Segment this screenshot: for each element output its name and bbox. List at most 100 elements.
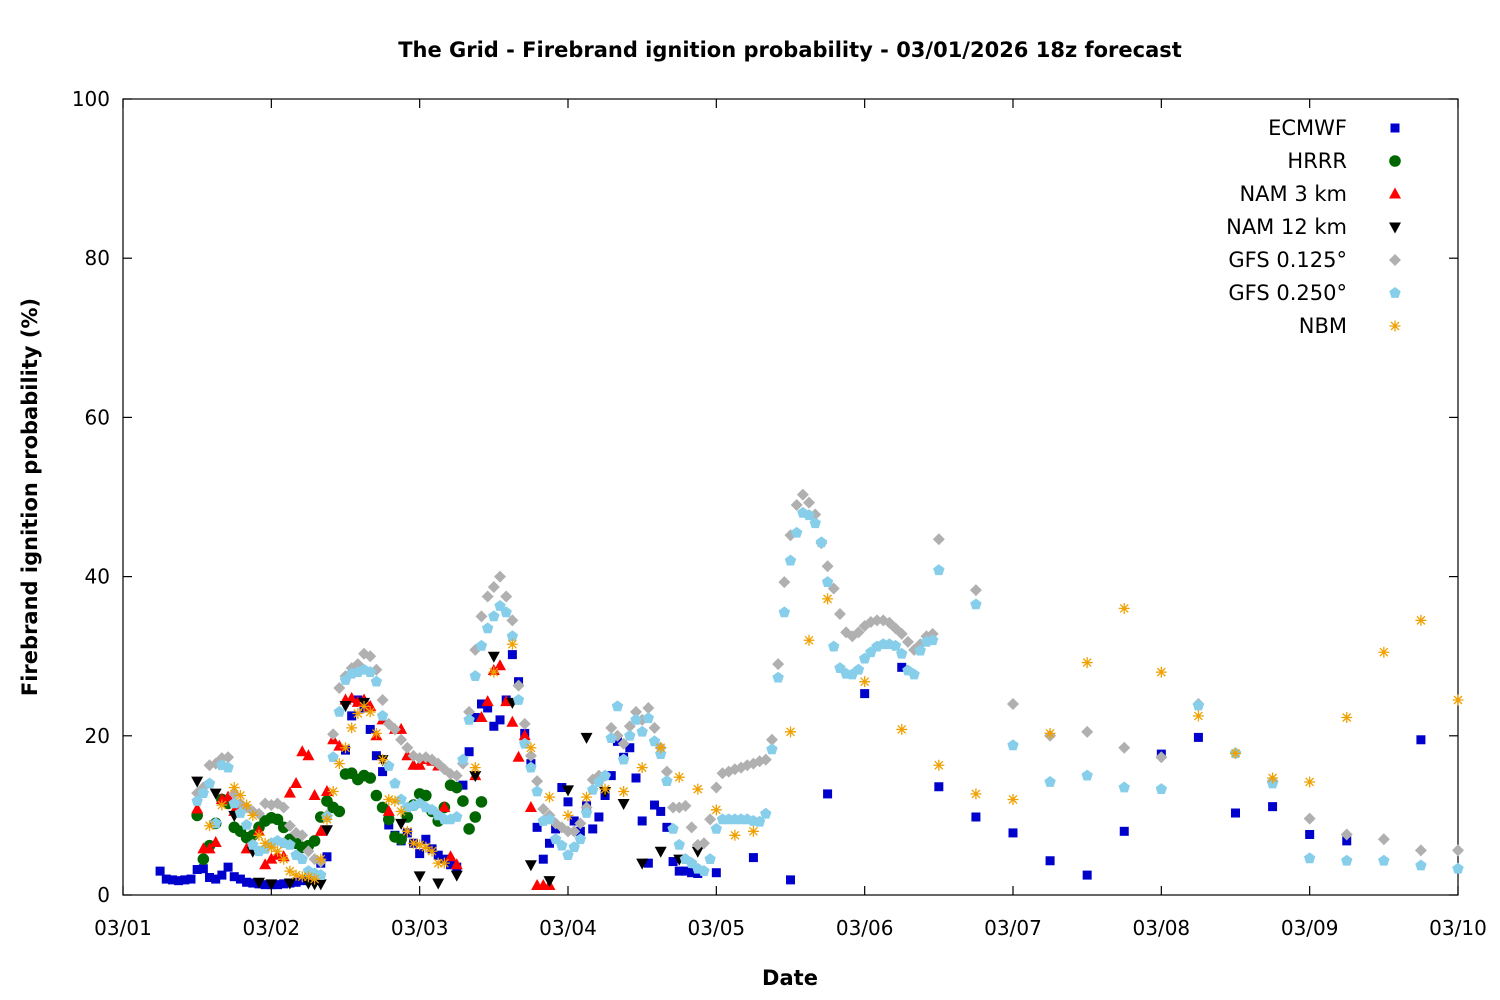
data-point	[197, 853, 210, 865]
data-point	[489, 721, 499, 731]
data-point	[648, 721, 661, 734]
data-point	[908, 668, 920, 680]
data-point	[347, 711, 357, 721]
data-point	[1414, 844, 1427, 857]
data-point	[1118, 781, 1130, 793]
data-point	[895, 627, 908, 640]
data-point	[327, 786, 339, 798]
data-point	[315, 853, 327, 865]
data-point	[283, 786, 296, 798]
legend-label: ECMWF	[1268, 116, 1347, 140]
data-point	[450, 781, 463, 794]
data-point	[933, 759, 945, 771]
data-point	[655, 742, 667, 754]
data-point	[896, 723, 908, 735]
data-point	[605, 732, 617, 744]
data-point	[765, 733, 778, 746]
data-point	[420, 789, 432, 802]
data-point	[747, 825, 759, 837]
data-point	[235, 874, 245, 884]
data-point	[1081, 657, 1093, 669]
data-point	[389, 777, 401, 789]
legend-marker	[1390, 123, 1400, 133]
data-point	[376, 709, 389, 721]
data-point	[296, 871, 308, 883]
data-point	[896, 647, 908, 659]
data-point	[538, 854, 548, 864]
data-point	[914, 644, 926, 656]
data-point	[1377, 833, 1390, 846]
data-point	[414, 839, 426, 851]
data-point	[711, 868, 721, 878]
y-tick-label: 60	[85, 405, 110, 429]
data-point	[209, 835, 222, 847]
data-point	[389, 795, 401, 807]
x-tick-label: 03/09	[1281, 916, 1339, 940]
data-point	[668, 857, 678, 867]
data-point	[432, 857, 444, 869]
data-point	[469, 762, 481, 774]
data-point	[260, 880, 270, 890]
data-point	[248, 878, 258, 888]
data-point	[495, 715, 505, 725]
x-tick-label: 03/02	[243, 916, 301, 940]
data-point	[161, 874, 171, 884]
x-tick-label: 03/08	[1133, 916, 1191, 940]
data-point	[685, 821, 698, 834]
data-point	[1230, 747, 1241, 759]
data-point	[823, 789, 833, 799]
data-point	[469, 771, 482, 783]
data-point	[656, 806, 666, 816]
data-point	[155, 866, 165, 876]
data-point	[519, 737, 531, 749]
y-tick-label: 80	[85, 246, 110, 270]
y-tick-label: 40	[85, 565, 110, 589]
data-point	[625, 743, 635, 753]
data-point	[790, 526, 803, 538]
data-point	[432, 878, 445, 890]
legend-marker	[1389, 155, 1401, 167]
data-point	[259, 858, 272, 870]
data-point	[803, 509, 815, 521]
data-point	[704, 853, 716, 865]
data-point	[1267, 772, 1279, 784]
data-point	[382, 804, 395, 816]
data-point	[617, 798, 630, 810]
y-tick-label: 20	[85, 724, 110, 748]
data-point	[203, 777, 216, 789]
data-point	[352, 708, 364, 720]
data-point	[507, 650, 517, 660]
data-point	[284, 865, 296, 877]
data-point	[821, 576, 834, 588]
data-point	[1303, 852, 1316, 864]
data-point	[969, 584, 982, 597]
data-point	[247, 838, 259, 850]
data-point	[796, 488, 809, 501]
data-point	[174, 876, 184, 886]
data-point	[252, 807, 265, 820]
data-point	[1342, 836, 1352, 846]
data-point	[637, 816, 647, 826]
data-point	[871, 614, 884, 627]
data-point	[599, 783, 611, 795]
data-point	[222, 790, 235, 802]
data-point	[259, 837, 271, 849]
data-point	[333, 705, 346, 717]
data-point	[413, 758, 426, 770]
data-point	[222, 761, 234, 773]
data-point	[500, 590, 513, 603]
data-point	[809, 517, 821, 529]
data-point	[790, 498, 803, 511]
data-point	[654, 846, 667, 858]
data-point	[926, 634, 939, 646]
data-point	[932, 533, 945, 546]
data-point	[934, 782, 944, 792]
data-point	[971, 812, 981, 822]
data-point	[426, 845, 438, 857]
data-point	[450, 858, 463, 870]
y-axis-label: Firebrand ignition probability (%)	[18, 298, 42, 696]
data-point	[531, 775, 544, 788]
data-point	[457, 753, 469, 765]
data-point	[691, 846, 704, 858]
data-point	[291, 877, 301, 887]
